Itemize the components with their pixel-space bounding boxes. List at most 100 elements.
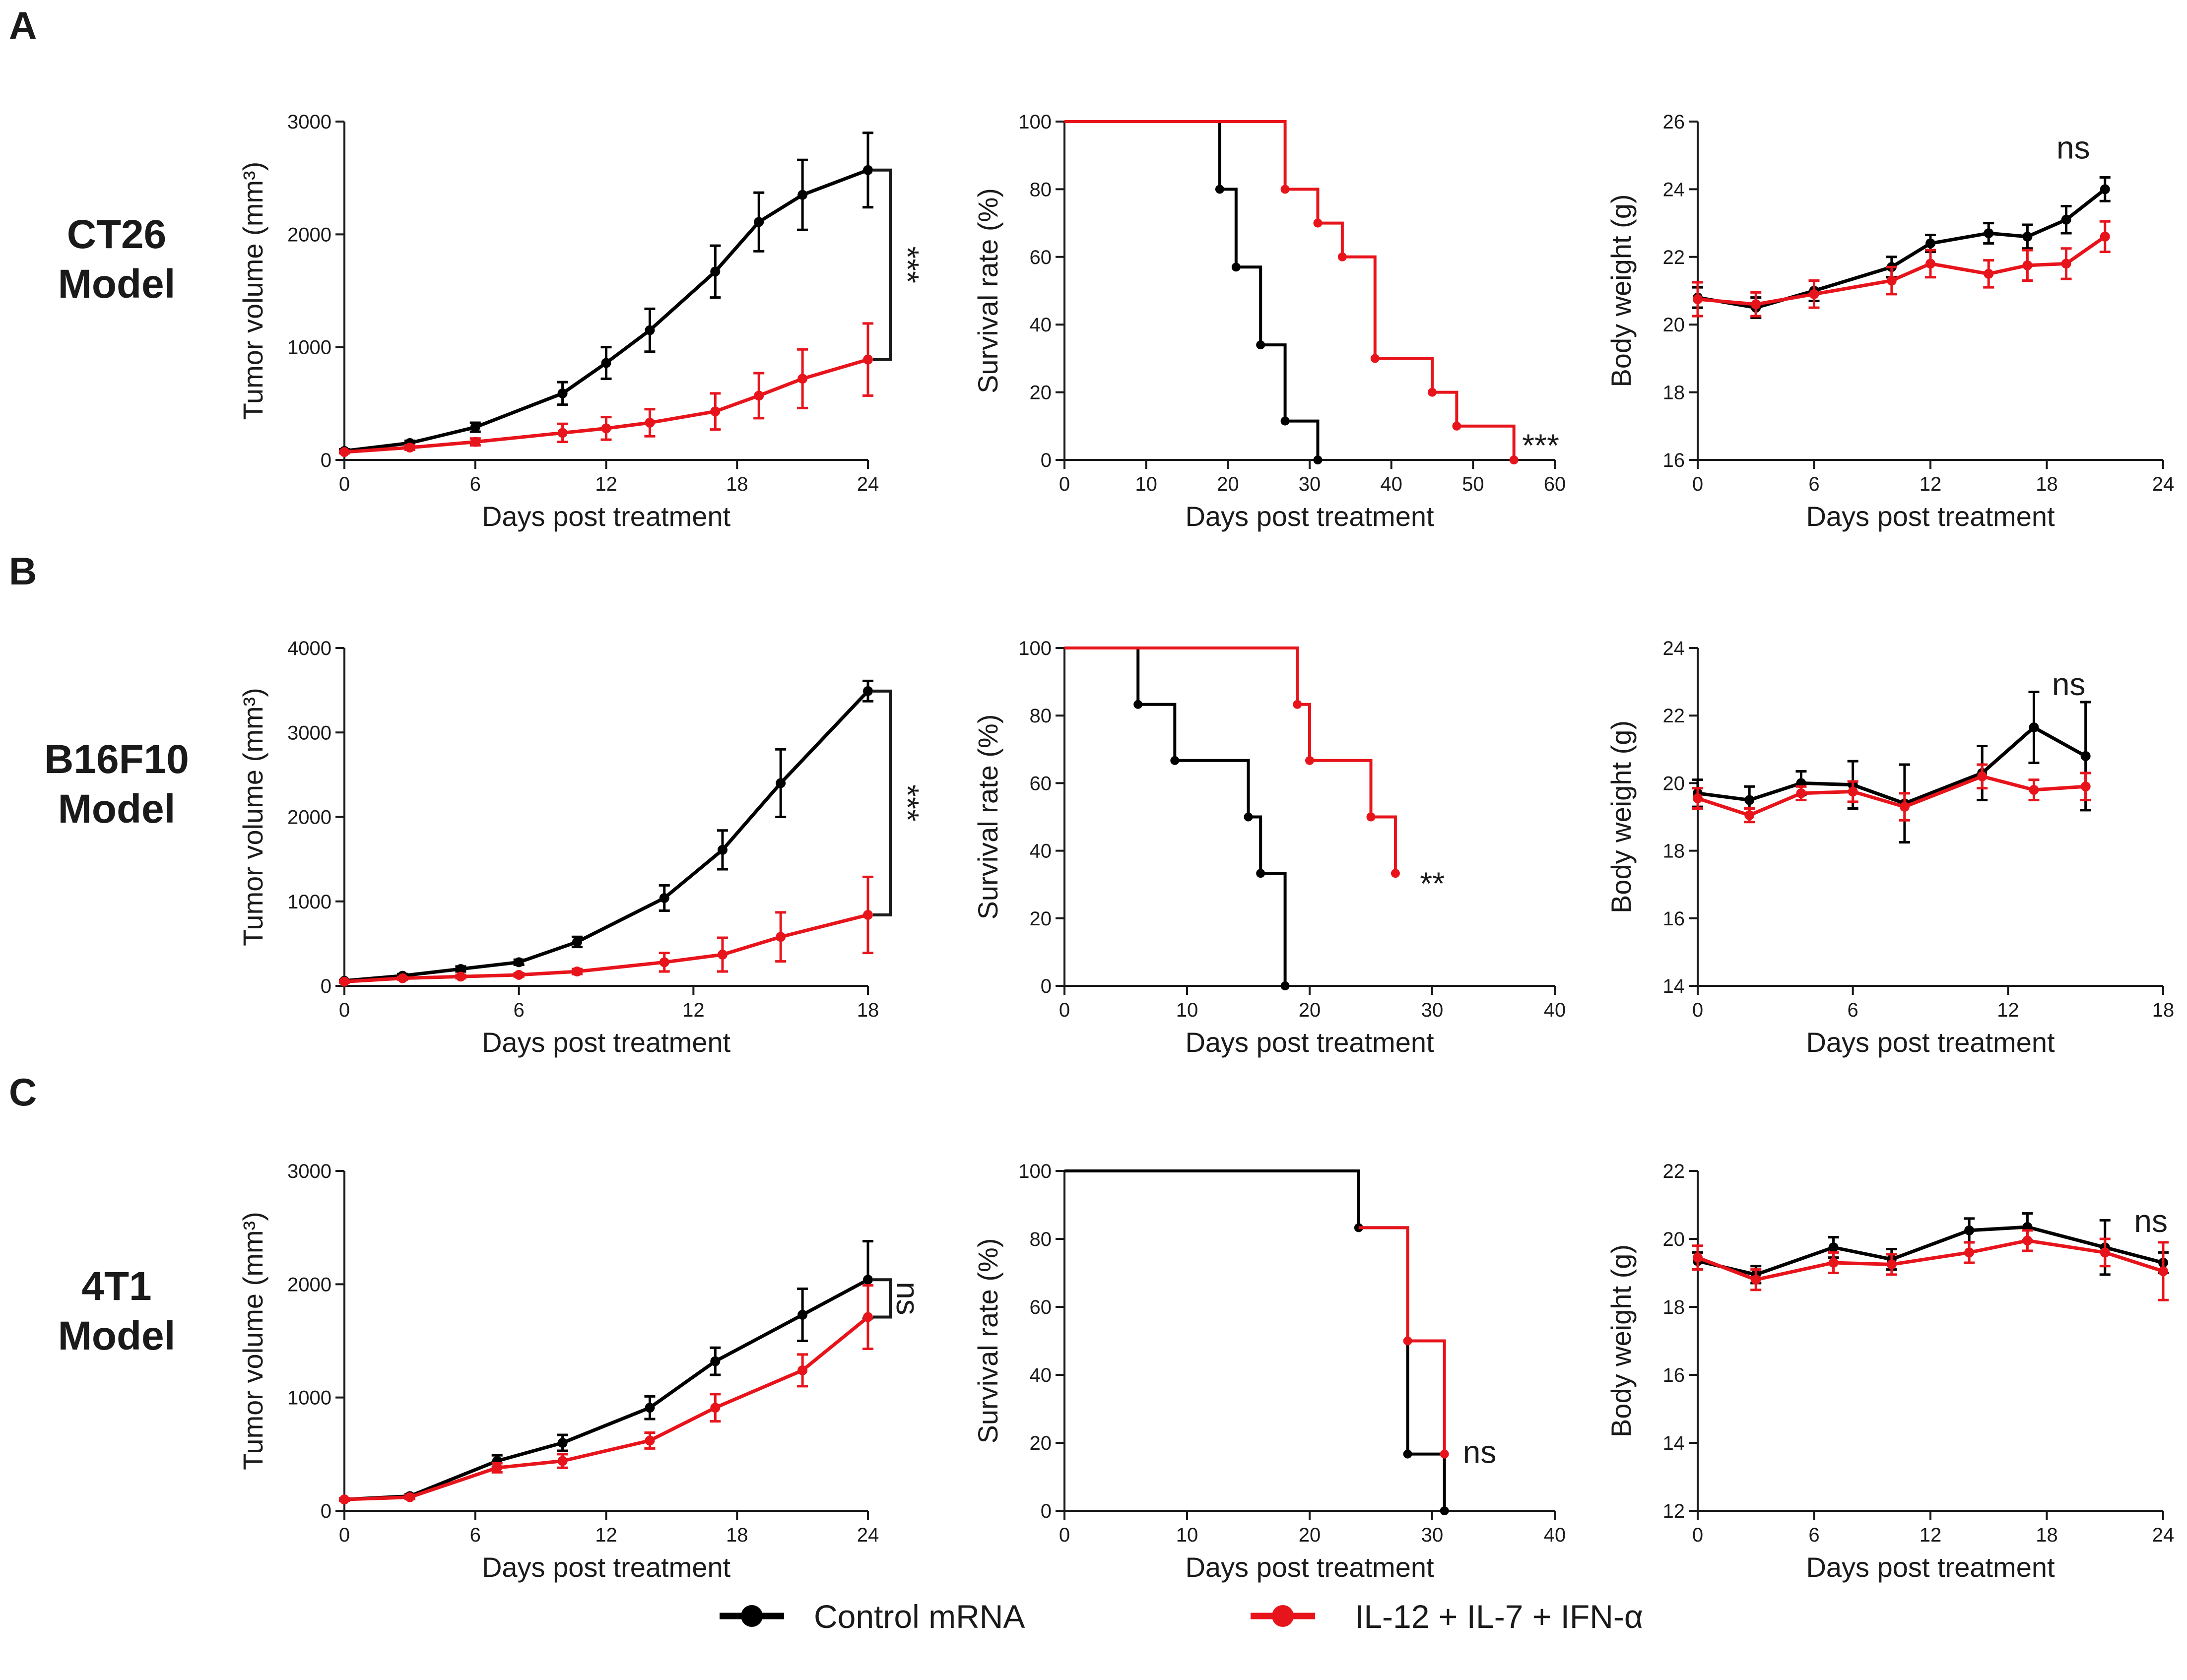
data-point (557, 388, 568, 398)
data-point (1452, 421, 1461, 431)
y-tick-label: 20 (1030, 1432, 1052, 1454)
significance-label: *** (890, 784, 926, 822)
data-point (404, 442, 415, 452)
axes-A-tumor (343, 122, 868, 461)
significance-label: ns (1463, 1434, 1497, 1470)
data-point (2080, 751, 2091, 761)
data-point (1280, 185, 1290, 194)
data-point (1899, 802, 1910, 812)
x-tick-label: 0 (339, 999, 350, 1021)
data-point (659, 957, 669, 968)
y-tick-label: 24 (1663, 179, 1685, 200)
y-tick-label: 40 (1030, 314, 1052, 336)
y-tick-label: 26 (1663, 111, 1685, 133)
legend-label-control: Control mRNA (814, 1598, 1025, 1635)
data-point (339, 447, 349, 457)
data-point (1215, 185, 1224, 194)
survival-curve (1064, 120, 1320, 460)
row-label-ct26-model: Model (58, 261, 176, 307)
y-tick-label: 16 (1663, 1364, 1685, 1386)
panel-letter-c: C (9, 1070, 37, 1114)
data-point (1440, 1506, 1449, 1515)
chart-B-tumor: 0 6 12 18 0 1000 2000 3000 4000 Days post treatme… (237, 638, 926, 1058)
y-tick-label: 40 (1030, 840, 1052, 862)
data-point (776, 932, 786, 942)
x-tick-label: 40 (1544, 1524, 1566, 1546)
x-tick-label: 0 (1692, 1524, 1703, 1546)
data-point (797, 1365, 808, 1375)
data-point (710, 1403, 721, 1413)
data-point (1964, 1225, 1975, 1235)
x-tick-label: 10 (1176, 1524, 1198, 1546)
x-tick-label: 0 (1059, 1524, 1070, 1546)
y-tick-label: 4000 (287, 638, 331, 659)
x-tick-label: 18 (2036, 1524, 2058, 1546)
x-tick-label: 12 (1920, 473, 1942, 495)
data-point (1391, 869, 1400, 878)
data-point (1293, 700, 1302, 709)
data-point (2022, 1235, 2033, 1246)
x-tick-label: 40 (1544, 999, 1566, 1021)
series-control-mrna (1064, 1169, 1449, 1515)
row-label-b16f10-model: Model (58, 786, 176, 832)
series-line (1697, 1238, 2164, 1282)
x-tick-label: 30 (1299, 473, 1321, 495)
y-axis-title: Survival rate (%) (972, 714, 1003, 920)
y-tick-label: 24 (1663, 638, 1685, 659)
data-point (717, 844, 728, 855)
x-tick-label: 0 (339, 473, 350, 495)
significance-label: ns (2052, 666, 2086, 702)
x-tick-label: 6 (1848, 999, 1858, 1021)
data-point (1886, 275, 1897, 286)
x-axis-title: Days post treatment (482, 1027, 731, 1058)
x-tick-label: 20 (1217, 473, 1239, 495)
significance-label: ns (2134, 1203, 2168, 1239)
data-point (1170, 756, 1180, 765)
significance-bracket (873, 168, 892, 361)
data-point (1828, 1242, 1839, 1253)
axes-C-tumor (343, 1171, 868, 1512)
data-point (514, 969, 524, 980)
survival-curve (1064, 1169, 1446, 1511)
series-control-mrna (339, 679, 873, 986)
data-point (710, 1356, 721, 1366)
x-axis-title: Days post treatment (482, 1551, 731, 1583)
y-tick-label: 2000 (287, 807, 331, 829)
data-point (797, 1309, 808, 1320)
y-tick-label: 60 (1030, 1296, 1052, 1318)
data-point (754, 217, 764, 227)
data-point (557, 1456, 568, 1466)
y-tick-label: 20 (1030, 382, 1052, 404)
series-line (344, 358, 868, 454)
y-axis-title: Tumor volume (mm³) (237, 1212, 268, 1470)
series-il-12-il-7-ifn (1064, 120, 1519, 464)
y-tick-label: 12 (1663, 1500, 1685, 1522)
y-tick-label: 100 (1018, 638, 1052, 659)
row-label-4t1: 4T1 (81, 1264, 151, 1309)
series-line (1697, 725, 2087, 805)
data-point (710, 406, 721, 417)
data-point (398, 973, 408, 983)
data-point (601, 423, 611, 434)
series-line (344, 690, 869, 983)
y-tick-label: 22 (1663, 1161, 1685, 1182)
data-point (1796, 788, 1806, 798)
x-tick-label: 12 (595, 473, 617, 495)
y-tick-label: 3000 (287, 111, 331, 133)
series-il-12-il-7-ifn (339, 322, 873, 457)
data-point (863, 909, 873, 920)
row-label-b16f10: B16F10 (44, 737, 189, 782)
y-tick-label: 80 (1030, 705, 1052, 727)
data-point (710, 266, 721, 277)
chart-A-weight: 0 6 12 18 24 16 18 20 22 24 26 Days post treatment B… (1605, 111, 2174, 532)
data-point (2061, 258, 2071, 269)
chart-A-survival: 0 10 20 30 40 50 60 0 20 40 60 80 100 Days post treat… (972, 111, 1566, 532)
y-tick-label: 100 (1018, 1161, 1052, 1182)
row-label-ct26: CT26 (67, 212, 167, 257)
y-axis-title: Tumor volume (mm³) (237, 162, 268, 420)
data-point (514, 957, 524, 968)
y-tick-label: 14 (1663, 975, 1685, 997)
x-tick-label: 18 (2152, 999, 2175, 1021)
x-tick-label: 6 (470, 1524, 481, 1546)
row-label-4t1-model: Model (58, 1313, 176, 1358)
